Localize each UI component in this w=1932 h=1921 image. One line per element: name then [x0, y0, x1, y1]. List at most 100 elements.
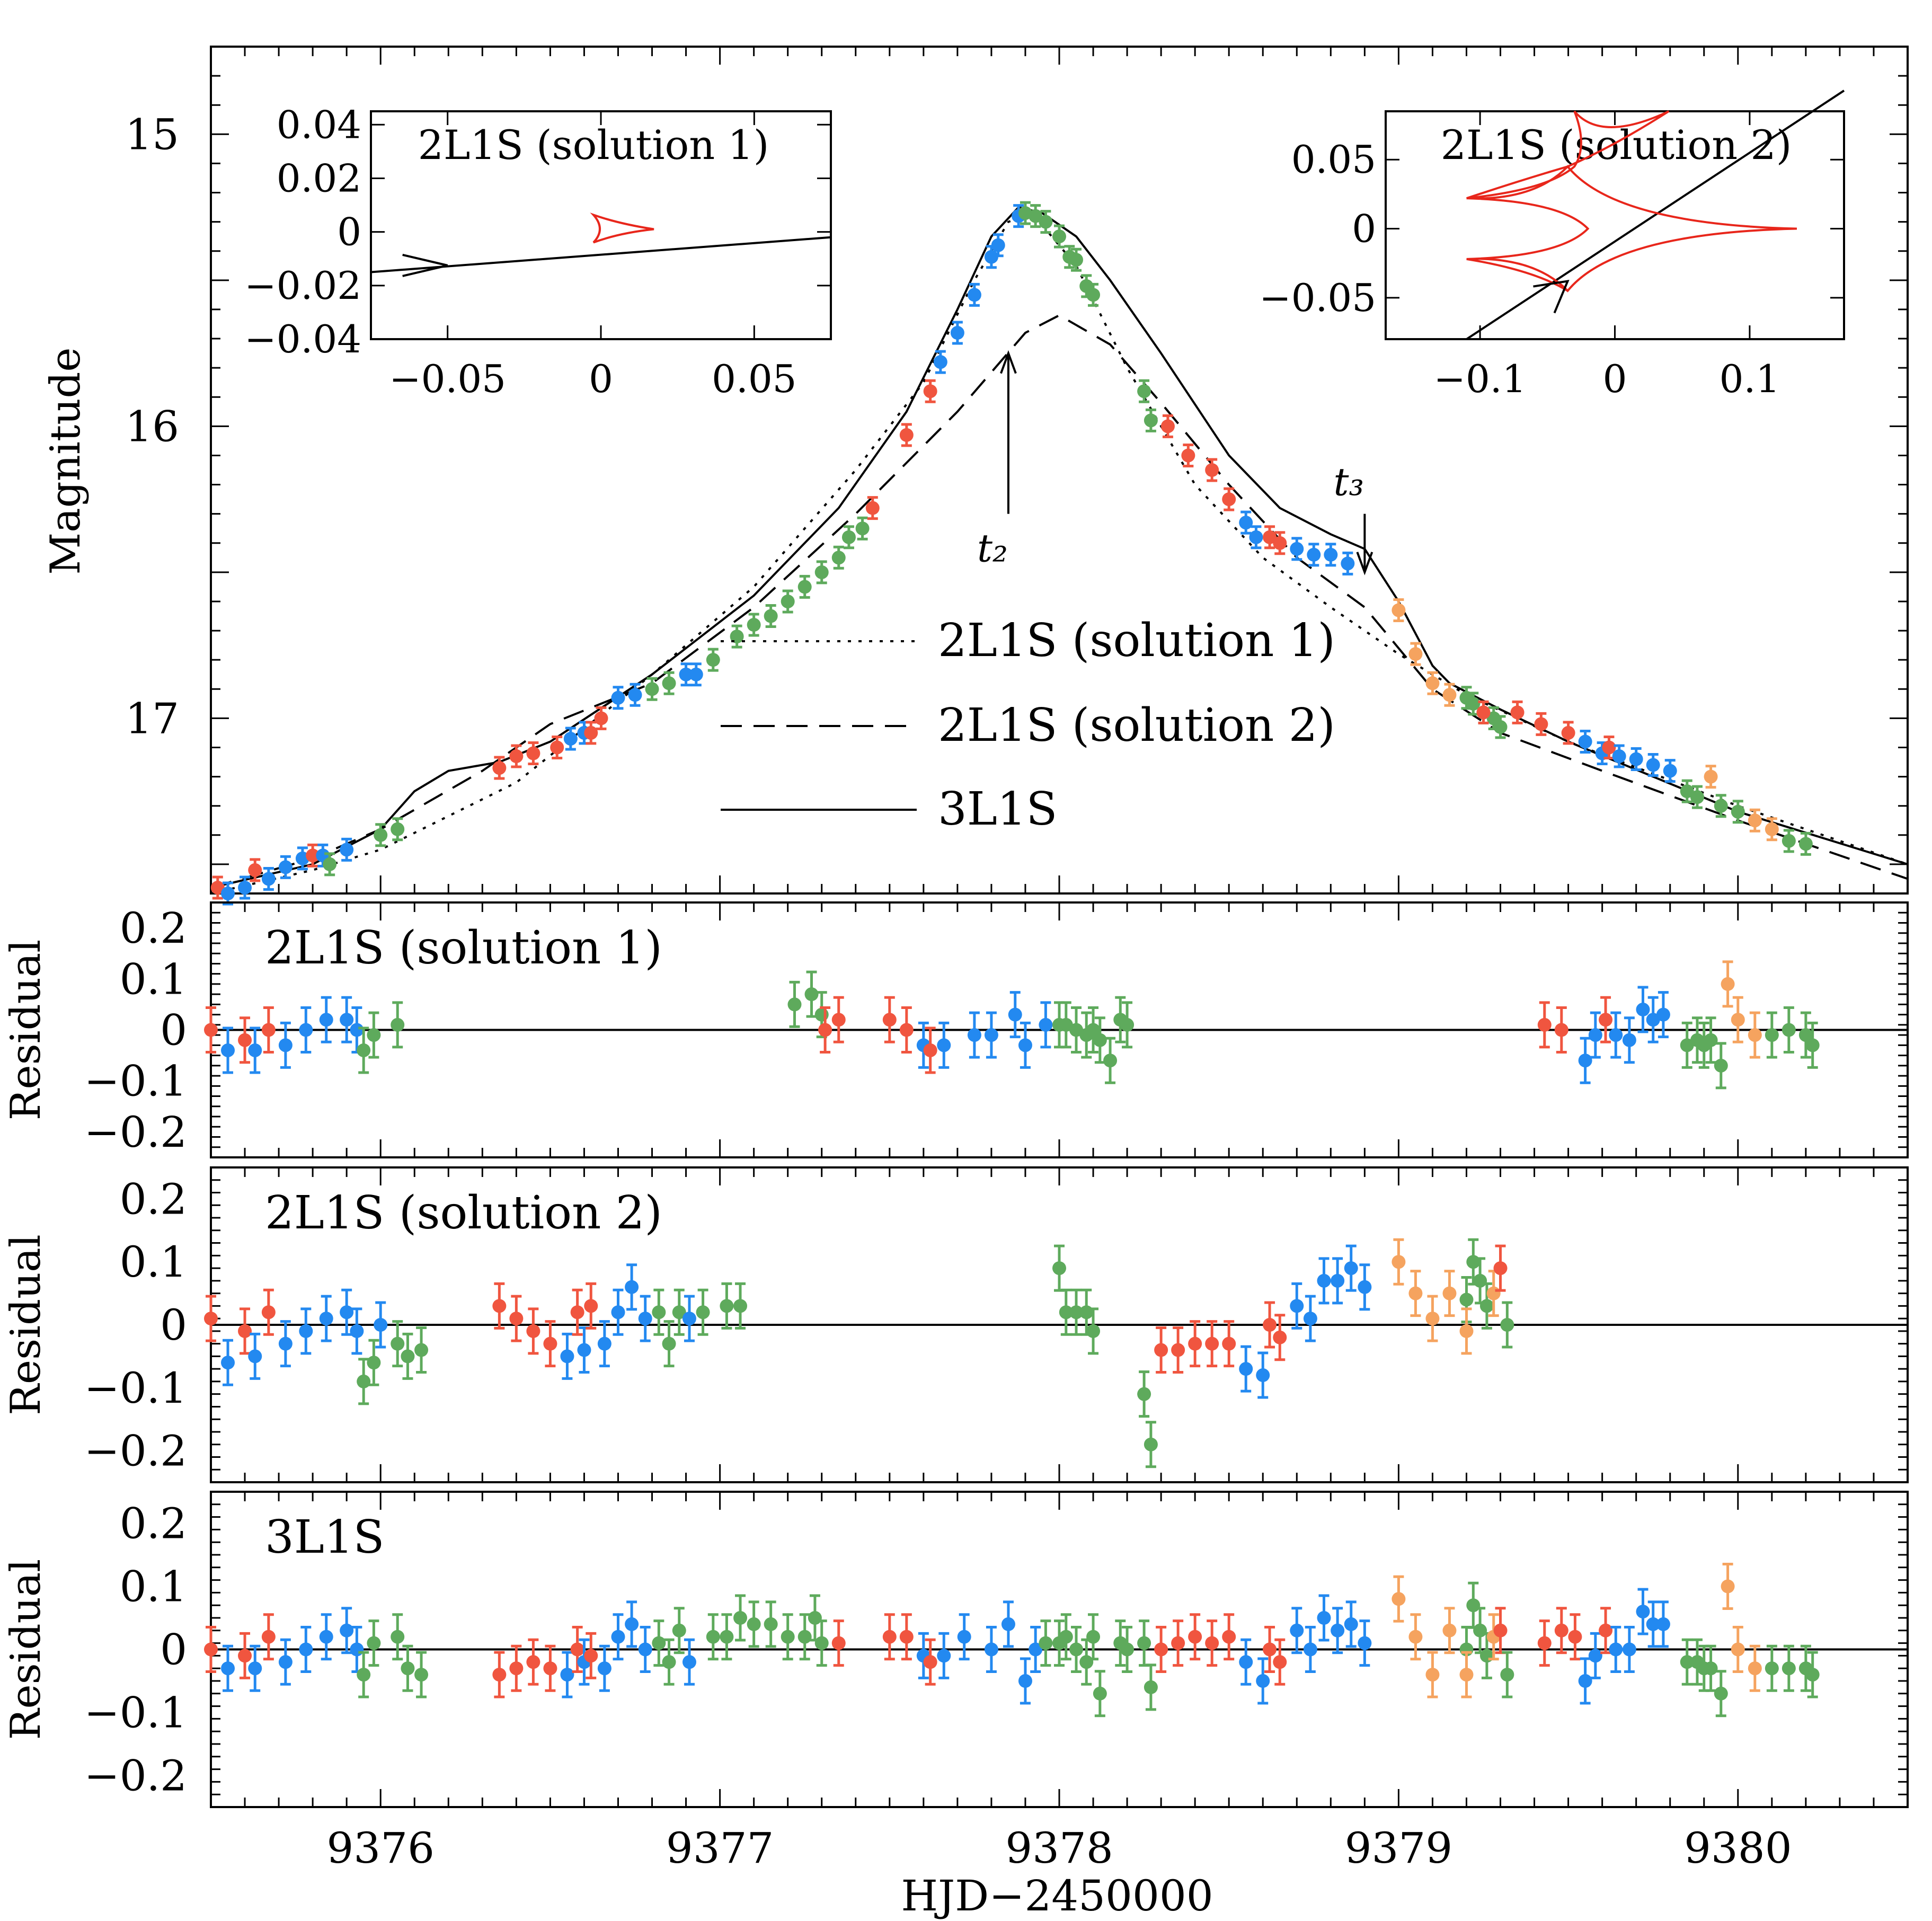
residual-point — [261, 1305, 276, 1320]
residual-point — [509, 1661, 524, 1676]
residual-point — [1609, 1028, 1623, 1042]
residual-point — [1782, 1023, 1796, 1037]
data-point — [210, 880, 225, 895]
y-tick-label: 0.2 — [120, 1174, 187, 1224]
inset-y-tick-label: 0 — [337, 210, 361, 254]
residual-point — [1588, 1028, 1602, 1042]
residual-point — [299, 1324, 313, 1338]
y-tick-label: −0.2 — [84, 1427, 187, 1476]
residual-point — [1093, 1686, 1107, 1701]
residual-point — [625, 1280, 639, 1294]
magnitude-panel: 15 16 17 Magnitude t₂ t₃ 2L1S (solution 1) 2L1S… — [42, 46, 1909, 906]
residual-point — [1086, 1630, 1101, 1644]
residual-point — [1765, 1661, 1779, 1676]
data-point — [764, 609, 778, 623]
residual-point — [882, 1013, 897, 1027]
residual-point — [1188, 1630, 1202, 1644]
residual-point — [1459, 1324, 1474, 1338]
data-point — [1663, 764, 1677, 778]
residual-point — [1459, 1668, 1474, 1682]
residual-point — [937, 1649, 951, 1663]
residual-panel-solution-1: −0.2−0.100.10.2 Residual 2L1S (solution 1) — [2, 901, 1909, 1158]
residual-point — [584, 1649, 598, 1663]
residual-point — [1331, 1623, 1345, 1637]
residual-point — [278, 1655, 293, 1669]
residual-point — [1466, 1598, 1481, 1613]
residual-point — [1442, 1623, 1457, 1637]
arrow-head-t2 — [1000, 350, 1017, 374]
residual-point — [221, 1661, 235, 1676]
residual-point — [367, 1028, 381, 1042]
residual-point — [543, 1661, 557, 1676]
residual-point — [1721, 977, 1735, 991]
residual-point — [414, 1668, 429, 1682]
residual-point — [1500, 1318, 1514, 1332]
residual-point — [367, 1636, 381, 1650]
inset-title: 2L1S (solution 1) — [418, 121, 769, 169]
residual-point — [1086, 1023, 1101, 1037]
inset-y-tick-label: 0 — [1352, 207, 1376, 251]
data-point — [278, 860, 293, 874]
inset-x-tick-label: 0.05 — [712, 357, 796, 401]
residual-point — [221, 1356, 235, 1370]
data-point — [1782, 834, 1796, 848]
data-point — [1039, 215, 1053, 229]
residual-point — [1805, 1668, 1820, 1682]
inset-x-tick-label: −0.1 — [1434, 357, 1527, 401]
data-point — [261, 872, 276, 886]
residual-point — [1459, 1293, 1474, 1307]
residual-point — [1680, 1038, 1694, 1052]
data-point — [855, 521, 870, 536]
residual-point — [733, 1299, 748, 1313]
data-point — [1493, 720, 1508, 734]
residual-point — [238, 1033, 252, 1047]
data-point — [1181, 448, 1195, 463]
residual-point — [923, 1655, 937, 1669]
data-point — [374, 828, 388, 842]
residual-point — [1622, 1642, 1636, 1657]
residual-point — [682, 1655, 696, 1669]
residual-point — [1052, 1261, 1066, 1276]
y-tick-label: 17 — [125, 694, 179, 743]
residual-point — [652, 1305, 666, 1320]
residual-point — [401, 1661, 415, 1676]
residual-point — [957, 1630, 971, 1644]
y-tick-label: 0.1 — [120, 1237, 187, 1287]
residual-point — [1290, 1623, 1304, 1637]
residual-point — [1622, 1033, 1636, 1047]
residual-point — [248, 1349, 262, 1364]
residual-point — [526, 1324, 540, 1338]
data-point — [1029, 209, 1043, 223]
residual-point — [261, 1630, 276, 1644]
residual-point — [1171, 1343, 1185, 1357]
residual-point — [1680, 1655, 1694, 1669]
y-tick-label: 0.1 — [120, 954, 187, 1004]
legend-label: 3L1S — [938, 783, 1057, 836]
residual-point — [414, 1343, 429, 1357]
y-tick-label: −0.2 — [84, 1108, 187, 1157]
residual-point — [1358, 1636, 1372, 1650]
residual-point — [1473, 1273, 1487, 1288]
residual-point — [391, 1017, 405, 1032]
residual-point — [787, 997, 802, 1012]
residual-point — [882, 1630, 897, 1644]
residual-point — [1500, 1668, 1514, 1682]
residual-point — [1103, 1054, 1118, 1068]
trajectory-arrow — [402, 253, 448, 277]
data-point — [526, 746, 540, 760]
data-point — [1690, 790, 1704, 804]
residual-point — [1646, 1013, 1660, 1027]
residual-point — [984, 1642, 998, 1657]
residual-point — [584, 1299, 598, 1313]
y-axis-label: Residual — [2, 1234, 50, 1415]
data-point — [950, 326, 964, 340]
source-trajectory — [1466, 90, 1845, 340]
data-point — [933, 355, 947, 369]
residual-point — [1205, 1636, 1219, 1650]
residual-point — [1554, 1623, 1568, 1637]
data-point — [221, 887, 235, 900]
residual-point — [1408, 1286, 1423, 1300]
residual-point — [1493, 1623, 1508, 1637]
y-tick-label: 16 — [125, 402, 179, 451]
data-point — [1144, 413, 1158, 428]
